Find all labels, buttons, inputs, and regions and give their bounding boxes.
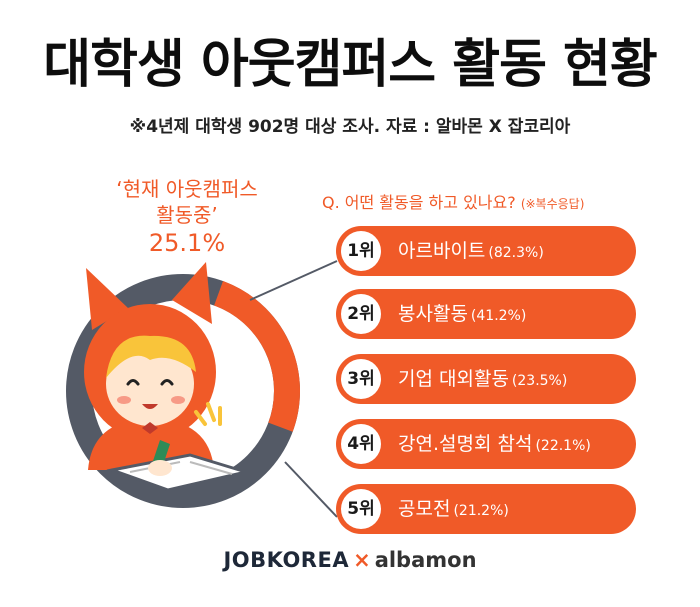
rank-label: 아르바이트 (82.3%) bbox=[398, 226, 544, 276]
rank-label: 공모전 (21.2%) bbox=[398, 484, 509, 534]
rank-item: 5위 공모전 (21.2%) bbox=[336, 484, 636, 534]
rank-category: 봉사활동 bbox=[398, 303, 468, 325]
sparkle-icon bbox=[194, 402, 222, 426]
jobkorea-logo: JOBKOREA bbox=[223, 548, 350, 572]
question-heading: Q. 어떤 활동을 하고 있나요? (※복수응답) bbox=[322, 189, 584, 213]
rank-category: 기업 대외활동 bbox=[398, 368, 509, 390]
rank-item: 3위 기업 대외활동 (23.5%) bbox=[336, 354, 636, 404]
page-subtitle: ※4년제 대학생 902명 대상 조사. 자료 : 알바몬 X 잡코리아 bbox=[129, 117, 571, 137]
donut-segment-active bbox=[213, 281, 300, 432]
rank-label: 봉사활동 (41.2%) bbox=[398, 289, 526, 339]
rank-item: 4위 강연.설명회 참석 (22.1%) bbox=[336, 419, 636, 469]
albamon-logo: albamon bbox=[374, 548, 477, 572]
rank-value: (23.5%) bbox=[511, 373, 568, 389]
rank-badge: 2위 bbox=[341, 294, 381, 334]
connector-line-bottom bbox=[284, 461, 338, 518]
page-title: 대학생 아웃캠퍼스 활동 현황 bbox=[43, 35, 657, 95]
rank-badge: 1위 bbox=[341, 231, 381, 271]
donut-value-label: 25.1% bbox=[148, 229, 226, 257]
rank-value: (82.3%) bbox=[488, 245, 544, 261]
donut-label-line2: 활동중’ bbox=[156, 203, 218, 227]
rank-badge: 3위 bbox=[341, 359, 381, 399]
rank-category: 아르바이트 bbox=[398, 240, 486, 262]
rank-value: (21.2%) bbox=[453, 503, 509, 519]
donut-label: ‘현재 아웃캠퍼스 활동중’ 25.1% bbox=[92, 176, 282, 256]
question-note: (※복수응답) bbox=[520, 197, 585, 211]
question-text: Q. 어떤 활동을 하고 있나요? bbox=[322, 193, 516, 212]
rank-label: 기업 대외활동 (23.5%) bbox=[398, 354, 567, 404]
rank-value: (41.2%) bbox=[470, 308, 527, 324]
rank-item: 1위 아르바이트 (82.3%) bbox=[336, 226, 636, 276]
pencil-icon bbox=[148, 440, 172, 476]
donut-label-line1: ‘현재 아웃캠퍼스 bbox=[116, 177, 258, 201]
rank-badge: 4위 bbox=[341, 424, 381, 464]
rank-label: 강연.설명회 참석 (22.1%) bbox=[398, 419, 591, 469]
logo-separator: × bbox=[353, 548, 371, 572]
connector-line-top bbox=[249, 260, 338, 301]
rank-value: (22.1%) bbox=[535, 438, 591, 454]
rank-badge: 5위 bbox=[341, 489, 381, 529]
rank-category: 공모전 bbox=[398, 498, 451, 520]
footer-logos: JOBKOREA × albamon bbox=[0, 548, 700, 572]
rank-item: 2위 봉사활동 (41.2%) bbox=[336, 289, 636, 339]
rank-category: 강연.설명회 참석 bbox=[398, 433, 533, 455]
